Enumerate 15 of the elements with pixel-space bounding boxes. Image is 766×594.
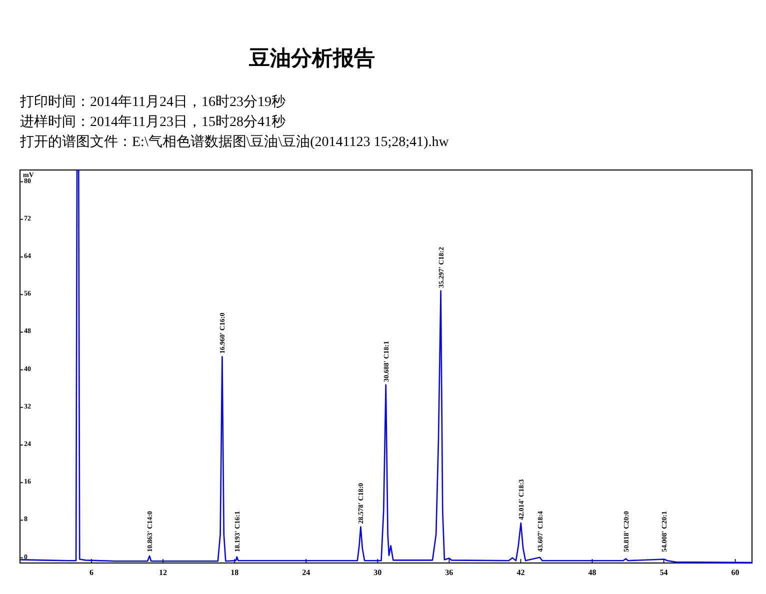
text: 打开的谱图文件：E:\气相色谱数据图\豆油\豆油(20141123 15;28;41).hw bbox=[19, 134, 450, 150]
x-tick-label: 30 bbox=[374, 568, 382, 577]
chart-title: 豆油分析报告 bbox=[248, 46, 375, 70]
x-tick-label: 12 bbox=[159, 568, 168, 577]
x-tick-label: 18 bbox=[230, 568, 239, 577]
line-series bbox=[20, 170, 752, 563]
text: 进样时间：2014年11月23日，15时28分41秒 bbox=[20, 114, 286, 130]
x-tick-label: 42 bbox=[516, 568, 525, 577]
text: 打印时间：2014年11月24日，16时23分19秒 bbox=[19, 94, 286, 110]
x-tick-label: 54 bbox=[660, 568, 668, 577]
x-tick-label: 48 bbox=[588, 568, 596, 577]
x-tick-label: 36 bbox=[445, 568, 454, 577]
x-tick-label: 60 bbox=[731, 568, 740, 577]
x-tick-label: 24 bbox=[302, 568, 310, 577]
x-tick-label: 6 bbox=[90, 568, 94, 577]
